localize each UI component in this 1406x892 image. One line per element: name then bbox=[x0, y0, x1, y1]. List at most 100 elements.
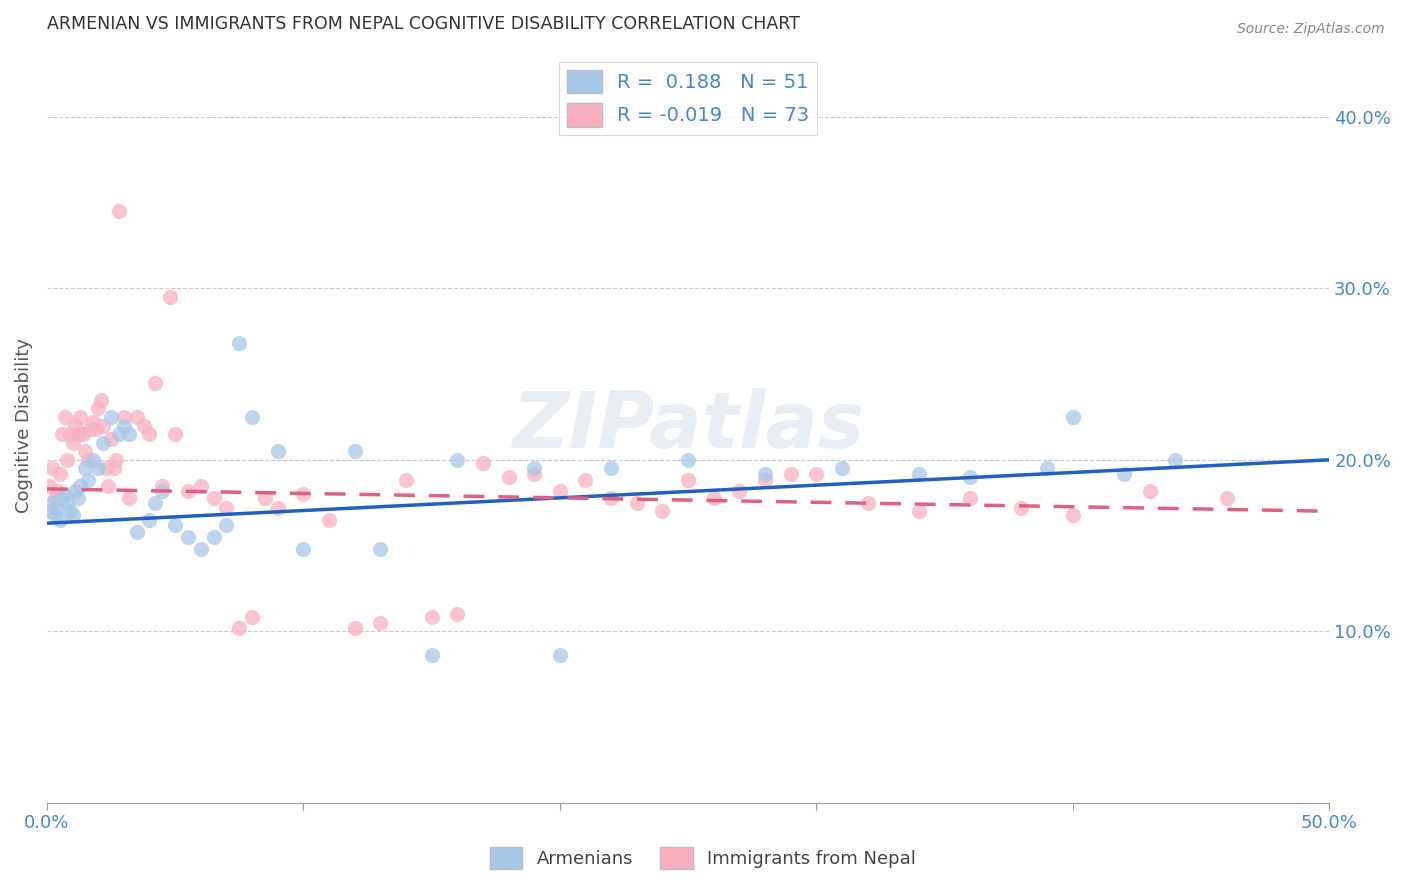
Point bbox=[138, 427, 160, 442]
Point bbox=[69, 409, 91, 424]
Text: ARMENIAN VS IMMIGRANTS FROM NEPAL COGNITIVE DISABILITY CORRELATION CHART: ARMENIAN VS IMMIGRANTS FROM NEPAL COGNIT… bbox=[46, 15, 800, 33]
Point bbox=[446, 452, 468, 467]
Point bbox=[150, 478, 173, 492]
Point bbox=[523, 467, 546, 481]
Point bbox=[1036, 461, 1059, 475]
Point bbox=[292, 541, 315, 556]
Point bbox=[59, 427, 82, 442]
Point bbox=[177, 483, 200, 498]
Point bbox=[63, 418, 86, 433]
Point bbox=[56, 452, 79, 467]
Point bbox=[754, 467, 776, 481]
Point bbox=[253, 491, 276, 505]
Point bbox=[63, 483, 86, 498]
Point bbox=[38, 504, 60, 518]
Point bbox=[574, 474, 596, 488]
Point bbox=[51, 491, 73, 505]
Point bbox=[79, 422, 101, 436]
Point bbox=[1164, 452, 1187, 467]
Point bbox=[228, 336, 250, 351]
Point bbox=[75, 444, 97, 458]
Point bbox=[69, 478, 91, 492]
Point bbox=[806, 467, 828, 481]
Point bbox=[626, 496, 648, 510]
Point bbox=[1062, 409, 1084, 424]
Point bbox=[107, 204, 129, 219]
Point bbox=[46, 483, 69, 498]
Point bbox=[100, 409, 122, 424]
Point bbox=[267, 444, 290, 458]
Point bbox=[48, 467, 70, 481]
Point bbox=[856, 496, 879, 510]
Point bbox=[84, 422, 107, 436]
Point bbox=[831, 461, 853, 475]
Point bbox=[190, 478, 212, 492]
Point bbox=[1011, 500, 1033, 515]
Point bbox=[112, 418, 135, 433]
Point bbox=[1215, 491, 1237, 505]
Point bbox=[97, 478, 120, 492]
Point bbox=[779, 467, 801, 481]
Point bbox=[368, 541, 391, 556]
Point bbox=[523, 461, 546, 475]
Point bbox=[267, 500, 290, 515]
Point bbox=[754, 474, 776, 488]
Point bbox=[446, 607, 468, 621]
Point bbox=[318, 513, 340, 527]
Point bbox=[215, 500, 238, 515]
Point bbox=[202, 530, 225, 544]
Point bbox=[38, 478, 60, 492]
Point bbox=[240, 610, 263, 624]
Point bbox=[143, 496, 166, 510]
Point bbox=[676, 474, 699, 488]
Point bbox=[118, 427, 141, 442]
Point bbox=[368, 615, 391, 630]
Point bbox=[91, 435, 114, 450]
Point bbox=[44, 491, 66, 505]
Point bbox=[138, 513, 160, 527]
Point bbox=[159, 290, 181, 304]
Point bbox=[82, 452, 104, 467]
Point bbox=[125, 524, 148, 539]
Point bbox=[77, 452, 100, 467]
Point bbox=[41, 496, 63, 510]
Legend: R =  0.188   N = 51, R = -0.019   N = 73: R = 0.188 N = 51, R = -0.019 N = 73 bbox=[560, 62, 817, 135]
Point bbox=[94, 461, 117, 475]
Point bbox=[908, 504, 931, 518]
Point bbox=[44, 508, 66, 522]
Point bbox=[548, 648, 571, 663]
Point bbox=[46, 500, 69, 515]
Point bbox=[41, 461, 63, 475]
Point bbox=[600, 491, 623, 505]
Text: Source: ZipAtlas.com: Source: ZipAtlas.com bbox=[1237, 22, 1385, 37]
Point bbox=[177, 530, 200, 544]
Y-axis label: Cognitive Disability: Cognitive Disability bbox=[15, 338, 32, 513]
Point bbox=[143, 376, 166, 390]
Point bbox=[471, 456, 494, 470]
Point bbox=[103, 461, 125, 475]
Point bbox=[87, 401, 110, 416]
Point bbox=[676, 452, 699, 467]
Point bbox=[112, 409, 135, 424]
Point bbox=[498, 470, 520, 484]
Point bbox=[395, 474, 418, 488]
Point bbox=[51, 427, 73, 442]
Point bbox=[292, 487, 315, 501]
Point bbox=[134, 418, 156, 433]
Point bbox=[75, 461, 97, 475]
Point bbox=[66, 427, 89, 442]
Point bbox=[100, 432, 122, 446]
Text: ZIPatlas: ZIPatlas bbox=[512, 387, 865, 464]
Point bbox=[62, 508, 84, 522]
Point bbox=[165, 427, 187, 442]
Point bbox=[959, 491, 981, 505]
Point bbox=[62, 435, 84, 450]
Point bbox=[728, 483, 751, 498]
Point bbox=[105, 452, 128, 467]
Point bbox=[66, 491, 89, 505]
Point bbox=[107, 427, 129, 442]
Point bbox=[87, 461, 110, 475]
Point bbox=[82, 415, 104, 429]
Point bbox=[56, 496, 79, 510]
Point bbox=[190, 541, 212, 556]
